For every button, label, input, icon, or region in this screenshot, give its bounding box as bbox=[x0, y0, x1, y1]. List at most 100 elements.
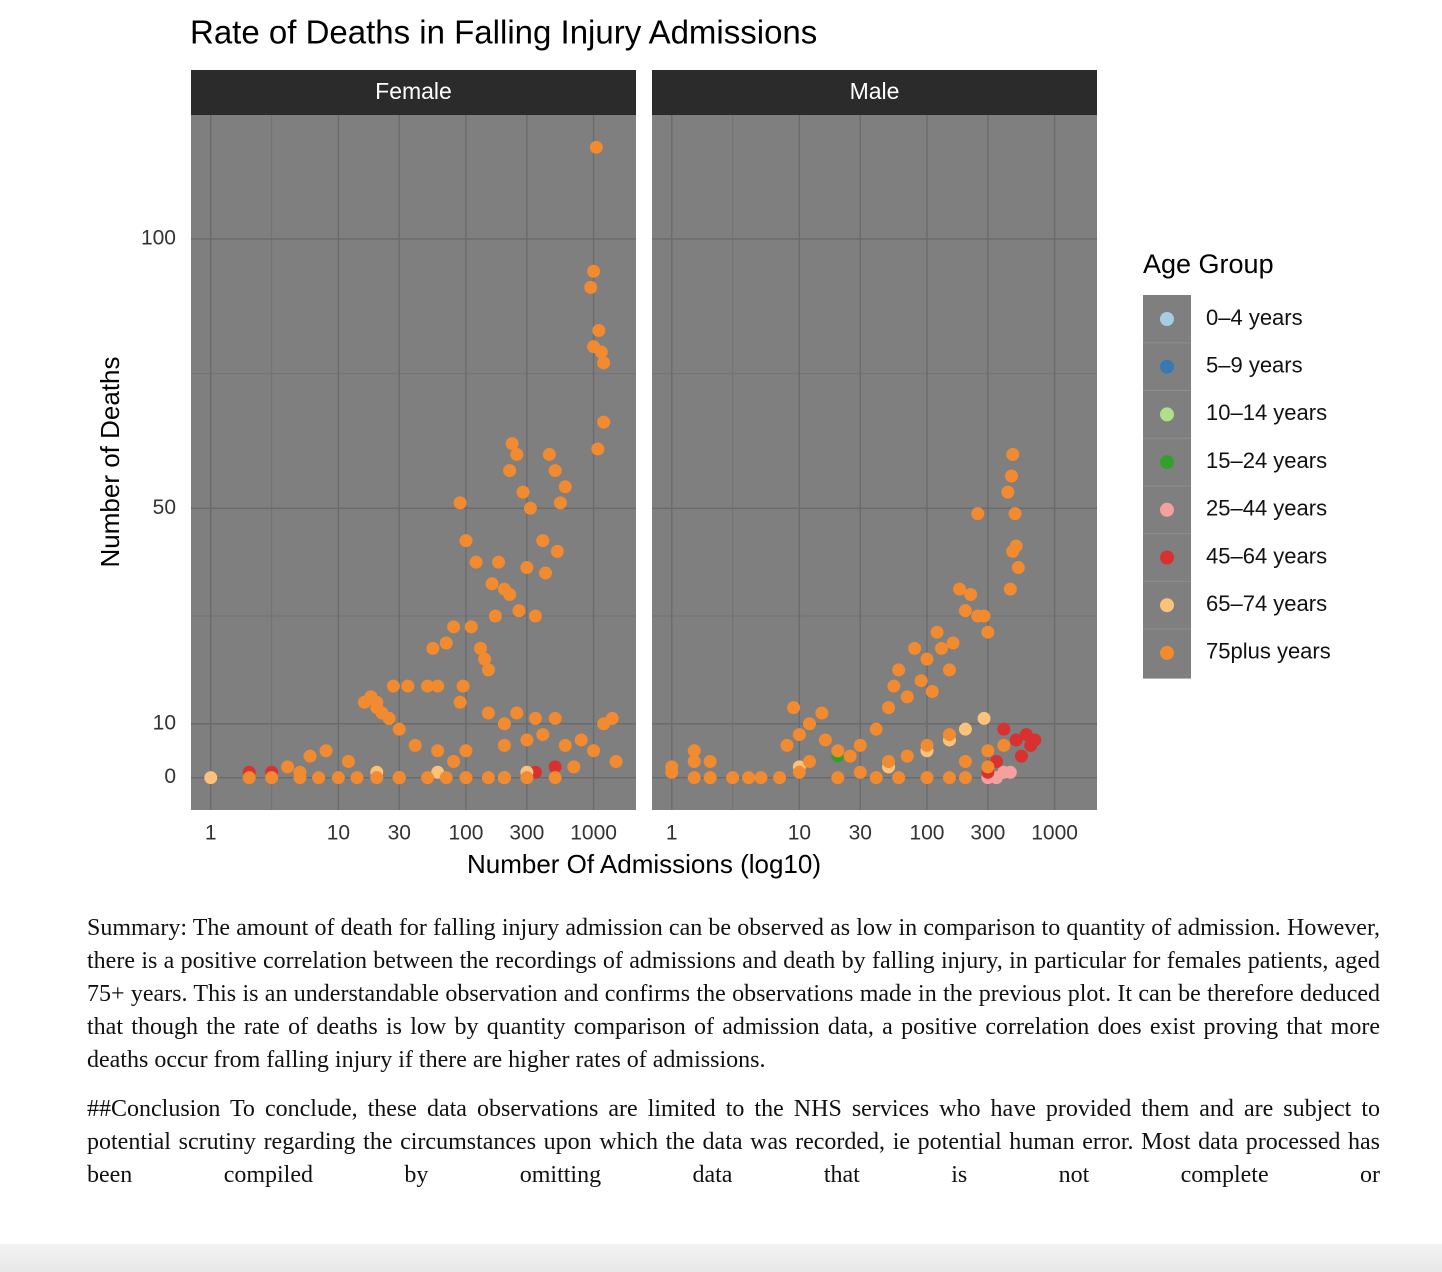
point bbox=[594, 345, 608, 359]
point bbox=[242, 771, 256, 785]
point bbox=[350, 771, 364, 785]
point bbox=[792, 728, 806, 742]
point bbox=[882, 755, 896, 769]
legend-marker bbox=[1160, 455, 1174, 470]
point bbox=[953, 582, 967, 596]
point bbox=[370, 771, 384, 785]
point bbox=[703, 755, 717, 769]
legend-label: 75plus years bbox=[1206, 639, 1331, 664]
point bbox=[1009, 539, 1023, 553]
point bbox=[431, 744, 445, 758]
point bbox=[528, 711, 542, 725]
point bbox=[447, 755, 461, 769]
point bbox=[392, 722, 406, 736]
point bbox=[492, 555, 506, 569]
point bbox=[687, 744, 701, 758]
point bbox=[520, 733, 534, 747]
point bbox=[780, 738, 794, 752]
point bbox=[548, 711, 562, 725]
point bbox=[1003, 582, 1017, 596]
point bbox=[914, 674, 928, 688]
point bbox=[459, 771, 473, 785]
point bbox=[977, 711, 991, 725]
point bbox=[818, 733, 832, 747]
panel-background bbox=[191, 115, 636, 810]
point bbox=[687, 771, 701, 785]
legend-marker bbox=[1160, 502, 1174, 517]
x-tick-label: 1 bbox=[205, 822, 217, 845]
point bbox=[1011, 561, 1025, 575]
point bbox=[474, 641, 488, 655]
point bbox=[843, 749, 857, 763]
point bbox=[1009, 733, 1023, 747]
point bbox=[831, 744, 845, 758]
point bbox=[882, 701, 896, 715]
point bbox=[453, 496, 467, 510]
point bbox=[567, 760, 581, 774]
point bbox=[853, 765, 867, 779]
point bbox=[512, 604, 526, 618]
point bbox=[523, 501, 537, 515]
point bbox=[548, 771, 562, 785]
legend-title: Age Group bbox=[1143, 249, 1274, 279]
point bbox=[431, 679, 445, 693]
point bbox=[997, 738, 1011, 752]
x-tick-label: 1000 bbox=[570, 822, 617, 845]
point bbox=[548, 464, 562, 478]
point bbox=[958, 771, 972, 785]
y-axis-label: Number of Deaths bbox=[95, 357, 125, 568]
point bbox=[392, 771, 406, 785]
point bbox=[981, 625, 995, 639]
point bbox=[528, 609, 542, 623]
point bbox=[1003, 765, 1017, 779]
point bbox=[981, 744, 995, 758]
chart-title: Rate of Deaths in Falling Injury Admissi… bbox=[190, 14, 817, 51]
point bbox=[370, 701, 384, 715]
point bbox=[802, 717, 816, 731]
y-tick-label: 100 bbox=[141, 226, 176, 249]
point bbox=[574, 733, 588, 747]
point bbox=[553, 496, 567, 510]
chart: Rate of Deaths in Falling Injury Admissi… bbox=[95, 14, 1331, 879]
legend-label: 45–64 years bbox=[1206, 543, 1327, 568]
point bbox=[703, 771, 717, 785]
point bbox=[265, 771, 279, 785]
x-tick-label: 300 bbox=[970, 822, 1005, 845]
point bbox=[456, 679, 470, 693]
x-tick-label: 30 bbox=[849, 822, 872, 845]
legend-label: 5–9 years bbox=[1206, 353, 1303, 378]
point bbox=[802, 755, 816, 769]
point bbox=[1001, 485, 1015, 499]
point bbox=[469, 555, 483, 569]
legend-marker bbox=[1160, 645, 1174, 660]
point bbox=[958, 755, 972, 769]
point bbox=[481, 706, 495, 720]
point bbox=[964, 587, 978, 601]
point bbox=[459, 534, 473, 548]
point bbox=[869, 722, 883, 736]
x-axis-label: Number Of Admissions (log10) bbox=[467, 849, 821, 879]
point bbox=[497, 771, 511, 785]
point bbox=[558, 480, 572, 494]
point bbox=[787, 701, 801, 715]
legend-label: 65–74 years bbox=[1206, 591, 1327, 616]
point bbox=[293, 771, 307, 785]
point bbox=[958, 604, 972, 618]
point bbox=[942, 728, 956, 742]
point bbox=[488, 609, 502, 623]
point bbox=[281, 760, 295, 774]
point bbox=[609, 755, 623, 769]
point bbox=[453, 695, 467, 709]
legend-label: 15–24 years bbox=[1206, 448, 1327, 473]
point bbox=[587, 264, 601, 278]
x-tick-label: 1 bbox=[666, 822, 678, 845]
x-tick-label: 10 bbox=[327, 822, 350, 845]
point bbox=[439, 771, 453, 785]
point bbox=[447, 620, 461, 634]
point bbox=[853, 738, 867, 752]
point bbox=[831, 771, 845, 785]
summary: Summary: The amount of death for falling… bbox=[87, 915, 1380, 1073]
point bbox=[421, 771, 435, 785]
facet-label: Male bbox=[850, 78, 900, 104]
legend-label: 25–44 years bbox=[1206, 496, 1327, 521]
